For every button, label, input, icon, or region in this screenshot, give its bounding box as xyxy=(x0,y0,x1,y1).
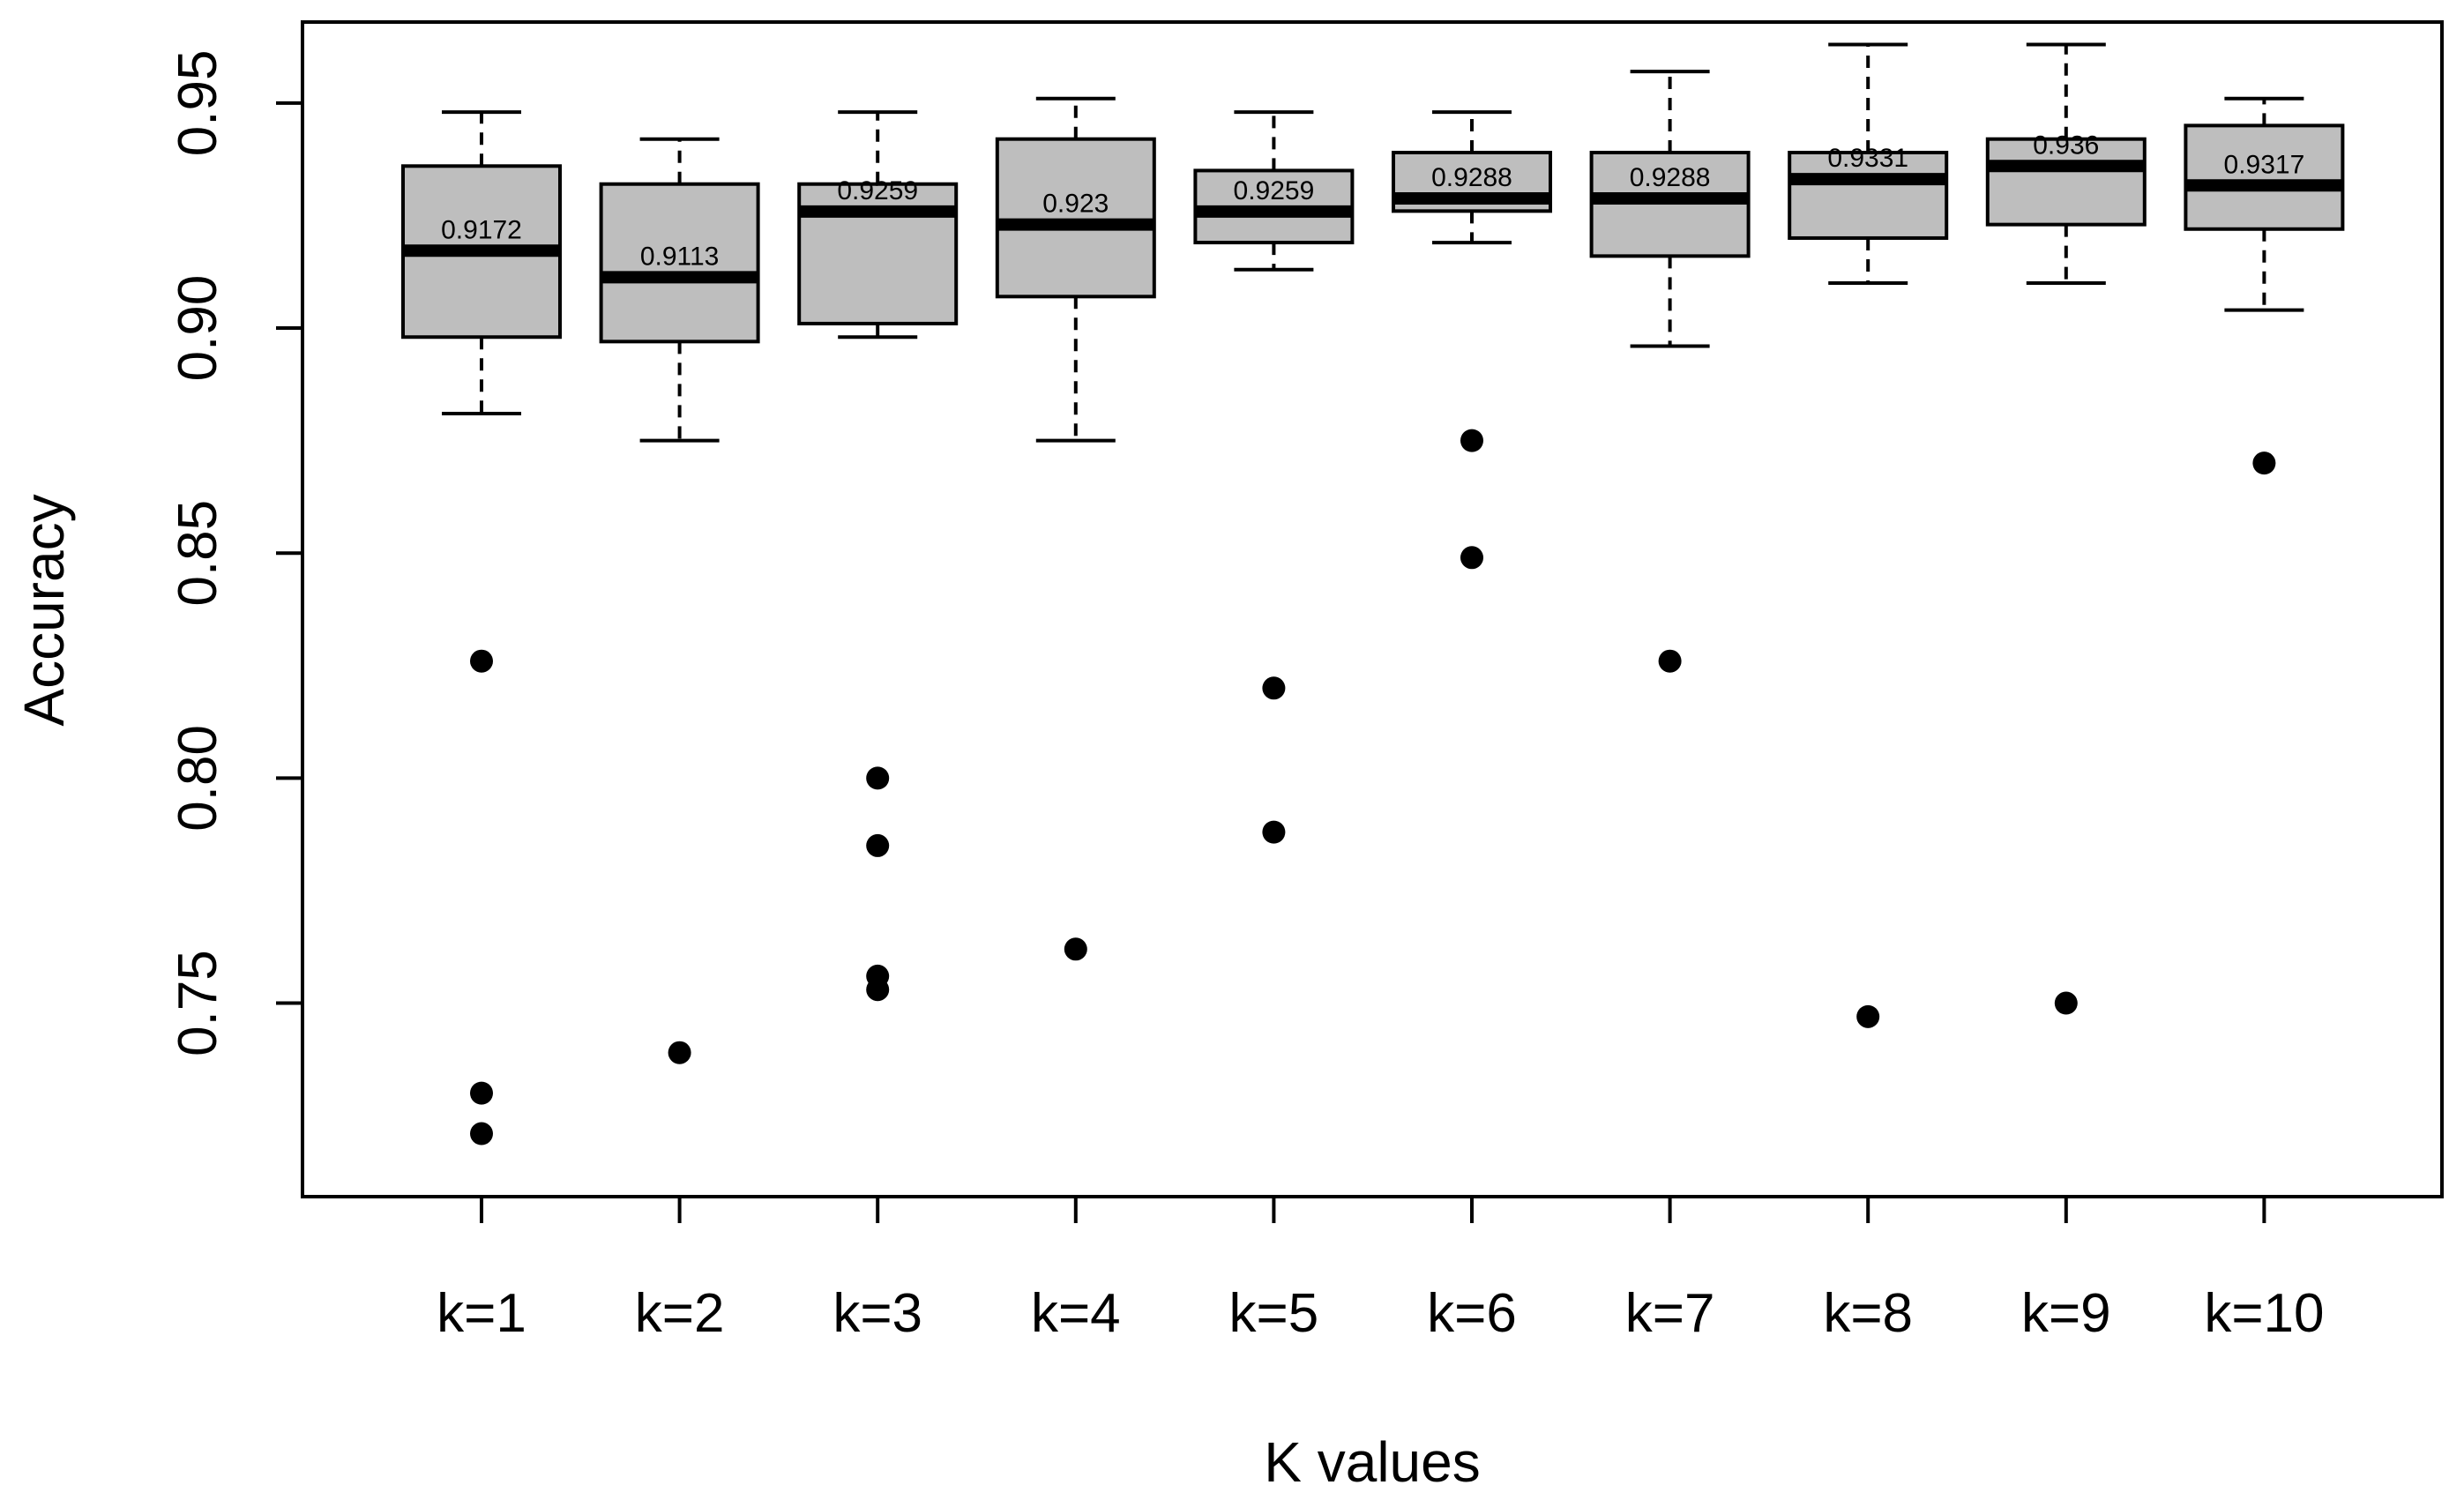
x-tick-label: k=8 xyxy=(1823,1283,1913,1344)
boxes-group: 0.9172 0.9113 0.9259 0.923 0.9259 0.9288 0.928… xyxy=(401,42,2345,1146)
median-label: 0.923 xyxy=(1042,190,1109,219)
box-k=9: 0.936 xyxy=(1985,42,2147,1015)
box-k=5: 0.9259 xyxy=(1193,110,1355,844)
outlier-point xyxy=(1262,820,1286,844)
iqr-box xyxy=(1985,137,2147,227)
x-tick-label: k=6 xyxy=(1427,1283,1517,1344)
median-label: 0.936 xyxy=(2033,131,2099,160)
x-tick-label: k=10 xyxy=(2204,1283,2324,1344)
outlier-point xyxy=(1856,1004,1880,1028)
outlier-point xyxy=(1460,429,1483,452)
outlier-point xyxy=(1064,937,1087,961)
outlier-point xyxy=(866,766,890,790)
y-axis: 0.75 0.80 0.85 0.90 0.95 xyxy=(168,50,304,1056)
x-tick-label: k=7 xyxy=(1625,1283,1715,1344)
y-tick-label: 0.95 xyxy=(168,50,228,157)
box-k=7: 0.9288 xyxy=(1589,70,1751,673)
outlier-point xyxy=(1262,676,1286,700)
outlier-point xyxy=(2054,991,2078,1015)
box-k=8: 0.9331 xyxy=(1788,42,1949,1028)
outlier-point xyxy=(470,1081,493,1105)
y-tick-label: 0.90 xyxy=(168,275,228,382)
median-label: 0.9172 xyxy=(441,215,522,244)
outlier-point xyxy=(470,1122,493,1146)
outlier-point xyxy=(866,833,890,857)
x-tick-label: k=2 xyxy=(635,1283,725,1344)
median-label: 0.9331 xyxy=(1827,144,1908,173)
iqr-box xyxy=(995,137,1156,299)
outlier-point xyxy=(470,649,493,673)
x-axis: k=1 k=2 k=3 k=4 k=5 k=6 k=7 k=8 k=9 k=10 xyxy=(437,1195,2324,1344)
outlier-point xyxy=(1460,546,1483,570)
x-tick-label: k=3 xyxy=(833,1283,922,1344)
x-tick-label: k=5 xyxy=(1229,1283,1319,1344)
median-label: 0.9317 xyxy=(2224,150,2305,179)
outlier-point xyxy=(1658,649,1682,673)
median-label: 0.9288 xyxy=(1431,163,1512,192)
box-k=3: 0.9259 xyxy=(797,110,959,1002)
median-label: 0.9259 xyxy=(1234,176,1315,205)
box-k=2: 0.9113 xyxy=(599,137,760,1064)
x-tick-label: k=9 xyxy=(2021,1283,2111,1344)
median-label: 0.9113 xyxy=(640,242,720,271)
y-axis-title: Accuracy xyxy=(12,494,76,726)
outlier-point xyxy=(668,1041,691,1064)
box-k=10: 0.9317 xyxy=(2184,96,2345,475)
box-k=4: 0.923 xyxy=(995,96,1156,961)
x-tick-label: k=1 xyxy=(437,1283,526,1344)
y-tick-label: 0.75 xyxy=(168,950,228,1056)
box-k=6: 0.9288 xyxy=(1392,110,1552,570)
outlier-point xyxy=(866,978,890,1002)
iqr-box xyxy=(1788,151,1949,240)
y-tick-label: 0.80 xyxy=(168,725,228,832)
iqr-box xyxy=(599,182,760,344)
y-tick-label: 0.85 xyxy=(168,500,228,607)
iqr-box xyxy=(2184,123,2345,231)
box-k=1: 0.9172 xyxy=(401,110,562,1146)
median-label: 0.9288 xyxy=(1630,163,1711,192)
outlier-point xyxy=(2252,451,2276,475)
x-axis-title: K values xyxy=(1264,1430,1480,1494)
x-tick-label: k=4 xyxy=(1031,1283,1121,1344)
median-label: 0.9259 xyxy=(837,176,918,205)
